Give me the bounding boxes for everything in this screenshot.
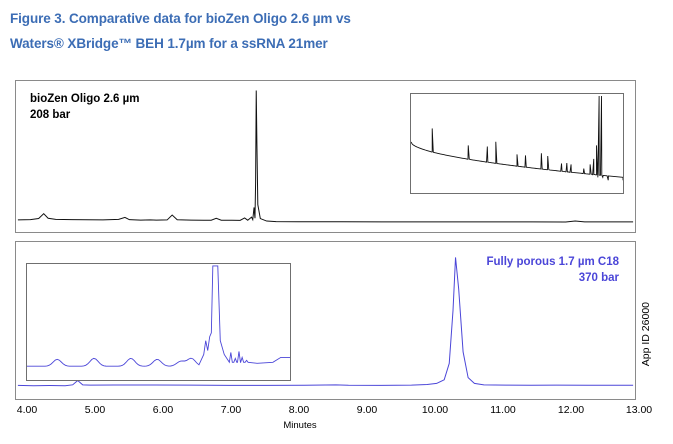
chromatogram-trace-top [16, 81, 635, 232]
inset-box-bottom [26, 263, 291, 381]
x-axis-tick-6-00: 6.00 [152, 404, 174, 416]
trace-polyline-bottom [18, 257, 633, 385]
x-axis-title: Minutes [283, 420, 317, 431]
figure-title: Figure 3. Comparative data for bioZen Ol… [10, 6, 610, 56]
inset-trace-polyline-bottom [27, 266, 290, 366]
x-axis-tick-11-00: 11.00 [490, 404, 516, 416]
app-id-label: App ID 26000 [640, 302, 652, 367]
panel-top-label-line-2: 208 bar [30, 109, 71, 121]
inset-box-top [410, 93, 624, 194]
chromatogram-panel-top: bioZen Oligo 2.6 µm 208 bar [15, 80, 636, 233]
chromatogram-panel-bottom: Fully porous 1.7 µm C18 370 bar [15, 241, 636, 400]
panel-top-annotation: bioZen Oligo 2.6 µm 208 bar [30, 91, 140, 123]
trace-polyline-top [18, 91, 633, 222]
inset-trace-bottom [27, 264, 290, 380]
x-axis-tick-7-00: 7.00 [220, 404, 242, 416]
x-axis: 4.00 5.00 6.00 7.00 8.00 9.00 10.00 11.00 12.00 1… [0, 400, 673, 444]
x-axis-tick-4-00: 4.00 [16, 404, 38, 416]
inset-trace-polyline-top [411, 96, 623, 180]
chromatogram-trace-bottom [16, 242, 635, 399]
x-axis-tick-12-00: 12.00 [557, 404, 585, 416]
x-axis-tick-10-00: 10.00 [421, 404, 449, 416]
figure-title-line-1: Figure 3. Comparative data for bioZen Ol… [10, 11, 351, 26]
x-axis-tick-13-00: 13.00 [625, 404, 653, 416]
panel-bottom-label-line-1: Fully porous 1.7 µm C18 [486, 256, 619, 268]
x-axis-tick-5-00: 5.00 [84, 404, 106, 416]
inset-trace-top [411, 94, 623, 193]
panel-bottom-label-line-2: 370 bar [578, 272, 619, 284]
panel-bottom-annotation: Fully porous 1.7 µm C18 370 bar [486, 254, 619, 286]
x-axis-tick-8-00: 8.00 [288, 404, 310, 416]
figure-title-line-2: Waters® XBridge™ BEH 1.7µm for a ssRNA 2… [10, 36, 328, 51]
panel-top-label-line-1: bioZen Oligo 2.6 µm [30, 93, 140, 105]
x-axis-tick-9-00: 9.00 [356, 404, 378, 416]
